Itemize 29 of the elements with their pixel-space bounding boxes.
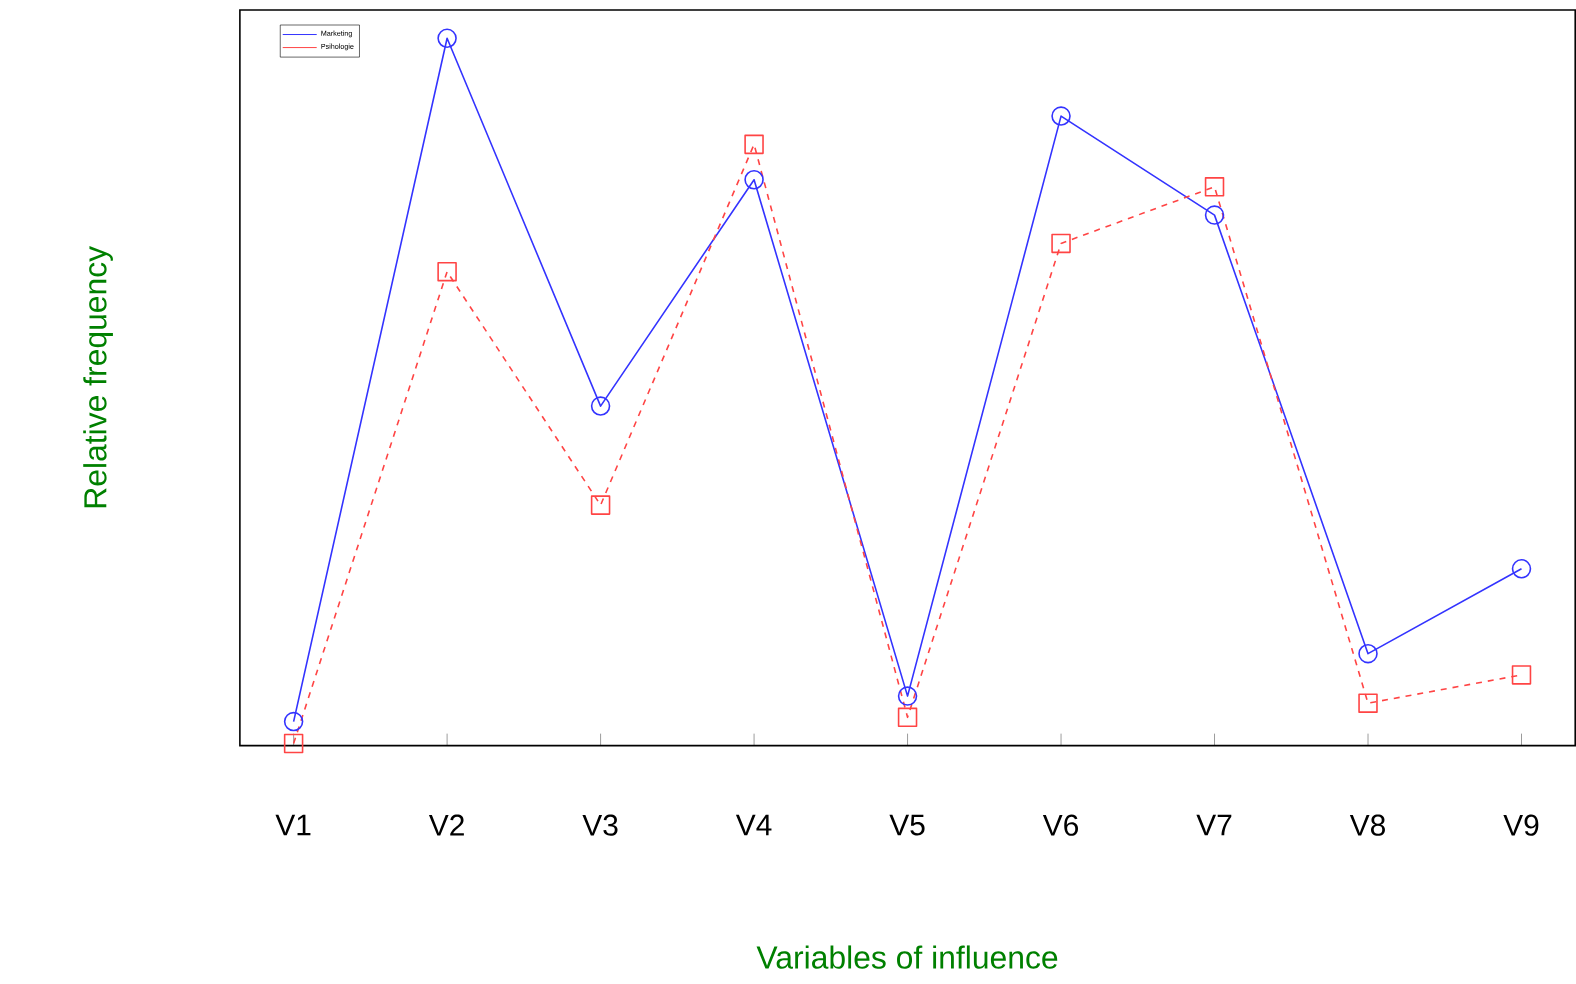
point — [1511, 665, 1532, 685]
x-tick-label: V7 — [1196, 814, 1232, 836]
point — [897, 707, 918, 728]
y-axis-title: Relative frequency — [83, 246, 113, 508]
point — [1204, 205, 1225, 226]
x-tick-label: V4 — [735, 814, 772, 836]
point — [590, 396, 611, 417]
x-tick-label: V3 — [582, 814, 618, 837]
x-tick-label: V8 — [1349, 814, 1385, 837]
point — [1051, 106, 1071, 127]
point — [897, 686, 918, 707]
point — [283, 712, 304, 732]
x-tick-label: V9 — [1503, 814, 1539, 837]
x-tick-label: V2 — [428, 814, 464, 836]
point — [1358, 644, 1378, 664]
point — [1204, 177, 1225, 197]
point — [1511, 559, 1532, 579]
point — [1051, 233, 1071, 254]
point — [1358, 693, 1378, 714]
x-tick-label: V6 — [1042, 814, 1078, 837]
point — [590, 495, 611, 516]
x-axis-title: Variables of influence — [756, 945, 1058, 970]
point — [437, 28, 457, 49]
point — [437, 262, 457, 282]
point — [744, 134, 764, 155]
x-tick-label: V1 — [275, 814, 311, 836]
point — [283, 733, 304, 754]
x-tick-label: V5 — [889, 814, 925, 836]
point — [744, 170, 764, 190]
